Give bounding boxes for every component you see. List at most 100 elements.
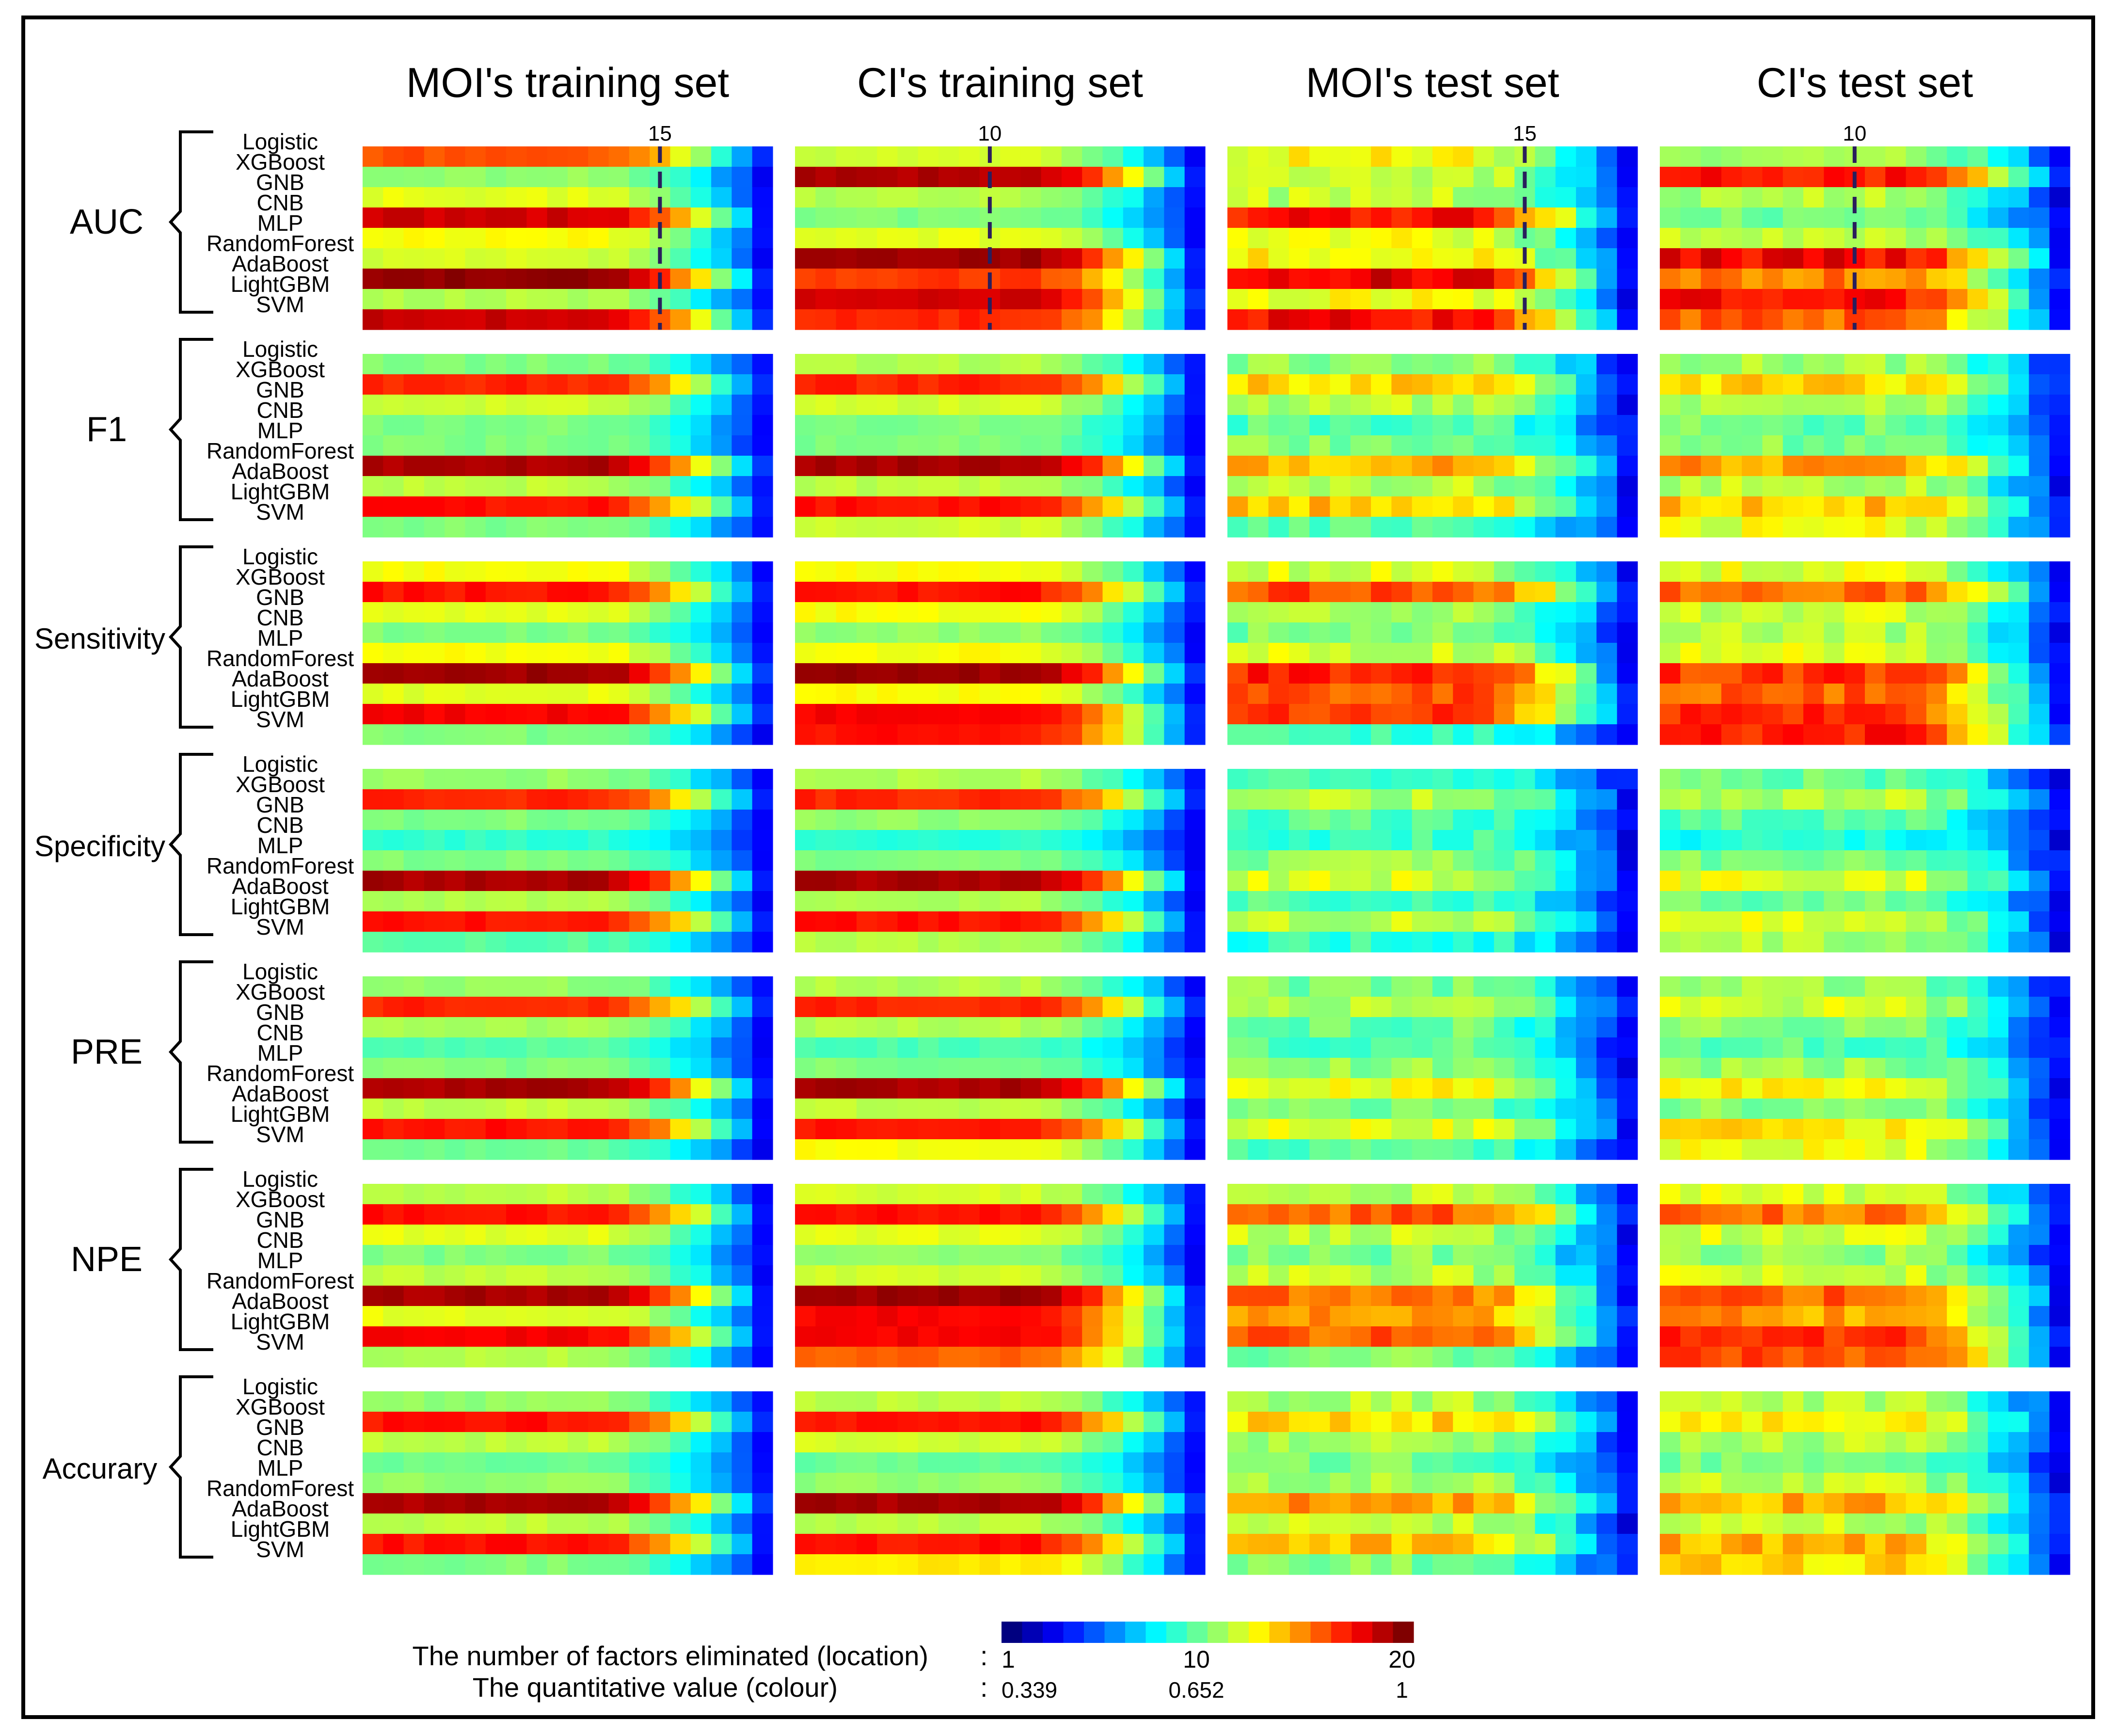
heatmap-cell — [1144, 1245, 1164, 1266]
heatmap-cell — [1967, 1326, 1988, 1347]
heatmap-cell — [1742, 309, 1763, 330]
heatmap-cell — [2008, 1139, 2029, 1160]
heatmap-cell — [1762, 435, 1783, 456]
heatmap-cell — [1144, 289, 1164, 310]
heatmap-cell — [836, 1078, 857, 1099]
heatmap-cell — [650, 976, 671, 997]
heatmap-cell — [1576, 1493, 1597, 1514]
heatmap-cell — [1061, 1139, 1082, 1160]
heatmap-cell — [856, 374, 877, 395]
panel-npe-ci-s-test-set — [1660, 1184, 2070, 1368]
heatmap-cell — [506, 476, 527, 497]
heatmap-cell — [2008, 1432, 2029, 1453]
heatmap-cell — [485, 1139, 507, 1160]
heatmap-cell — [1844, 891, 1865, 912]
heatmap-cell — [1906, 1473, 1927, 1494]
heatmap-cell — [1576, 456, 1597, 477]
heatmap-cell — [1350, 1513, 1371, 1534]
heatmap-cell — [897, 395, 919, 415]
heatmap-cell — [1844, 415, 1865, 436]
heatmap-cell — [383, 1204, 404, 1225]
heatmap-cell — [752, 911, 773, 932]
heatmap-cell — [1082, 1513, 1103, 1534]
heatmap-cell — [1000, 289, 1021, 310]
heatmap-cell — [1885, 561, 1907, 582]
heatmap-cell — [2049, 1347, 2070, 1368]
heatmap-cell — [897, 622, 919, 643]
heatmap-cell — [383, 1099, 404, 1119]
heatmap-cell — [588, 354, 609, 375]
heatmap-cell — [650, 1412, 671, 1433]
heatmap-cell — [1680, 1347, 1702, 1368]
heatmap-cell — [1412, 167, 1433, 188]
heatmap-cell — [1412, 1099, 1433, 1119]
heatmap-cell — [1473, 932, 1495, 953]
heatmap-cell — [1494, 228, 1515, 249]
heatmap-cell — [815, 1473, 837, 1494]
heatmap-cell — [1988, 1265, 2009, 1286]
heatmap-cell — [547, 911, 568, 932]
heatmap-cell — [506, 684, 527, 704]
heatmap-cell — [1617, 1286, 1638, 1306]
heatmap-cell — [485, 1493, 507, 1514]
heatmap-cell — [1412, 1204, 1433, 1225]
heatmap-cell — [795, 1204, 816, 1225]
heatmap-cell — [1061, 496, 1082, 517]
heatmap-cell — [465, 167, 486, 188]
heatmap-cell — [1082, 1286, 1103, 1306]
heatmap-cell — [877, 1452, 898, 1473]
heatmap-cell — [1102, 456, 1124, 477]
heatmap-cell — [506, 1513, 527, 1534]
heatmap-cell — [918, 1058, 939, 1079]
heatmap-cell — [1988, 704, 2009, 725]
heatmap-cell — [2008, 228, 2029, 249]
heatmap-cell — [856, 684, 877, 704]
heatmap-cell — [856, 789, 877, 810]
heatmap-cell — [1248, 1245, 1269, 1266]
heatmap-cell — [1248, 1306, 1269, 1327]
heatmap-cell — [1967, 395, 1988, 415]
heatmap-cell — [1885, 810, 1907, 830]
heatmap-cell — [1514, 1326, 1536, 1347]
heatmap-cell — [445, 976, 466, 997]
heatmap-cell — [526, 1139, 548, 1160]
heatmap-cell — [1391, 1184, 1413, 1205]
heatmap-cell — [608, 207, 630, 228]
heatmap-cell — [1782, 1265, 1804, 1286]
heatmap-cell — [670, 309, 691, 330]
heatmap-cell — [629, 850, 650, 871]
heatmap-cell — [1782, 1391, 1804, 1412]
heatmap-cell — [445, 1184, 466, 1205]
heatmap-cell — [1617, 1326, 1638, 1347]
heatmap-cell — [979, 1119, 1001, 1140]
heatmap-cell — [1782, 932, 1804, 953]
heatmap-cell — [1453, 1139, 1474, 1160]
heatmap-cell — [690, 1184, 712, 1205]
heatmap-cell — [2008, 911, 2029, 932]
heatmap-cell — [877, 1473, 898, 1494]
heatmap-cell — [1102, 1058, 1124, 1079]
heatmap-cell — [1494, 684, 1515, 704]
heatmap-cell — [1350, 810, 1371, 830]
heatmap-cell — [1268, 1534, 1289, 1555]
heatmap-cell — [1288, 724, 1310, 745]
heatmap-cell — [1865, 789, 1886, 810]
heatmap-cell — [836, 622, 857, 643]
heatmap-cell — [1041, 1245, 1062, 1266]
heatmap-cell — [918, 1204, 939, 1225]
heatmap-cell — [1330, 167, 1351, 188]
heatmap-cell — [1742, 1017, 1763, 1038]
heatmap-cell — [1514, 374, 1536, 395]
heatmap-cell — [445, 1139, 466, 1160]
heatmap-cell — [1803, 789, 1824, 810]
heatmap-cell — [588, 289, 609, 310]
heatmap-cell — [856, 932, 877, 953]
heatmap-cell — [711, 435, 732, 456]
heatmap-cell — [363, 622, 383, 643]
heatmap-cell — [711, 1286, 732, 1306]
heatmap-cell — [1371, 976, 1392, 997]
heatmap-cell — [1061, 1554, 1082, 1575]
heatmap-cell — [1701, 1306, 1722, 1327]
heatmap-cell — [1660, 1017, 1681, 1038]
heatmap-cell — [1350, 1493, 1371, 1514]
